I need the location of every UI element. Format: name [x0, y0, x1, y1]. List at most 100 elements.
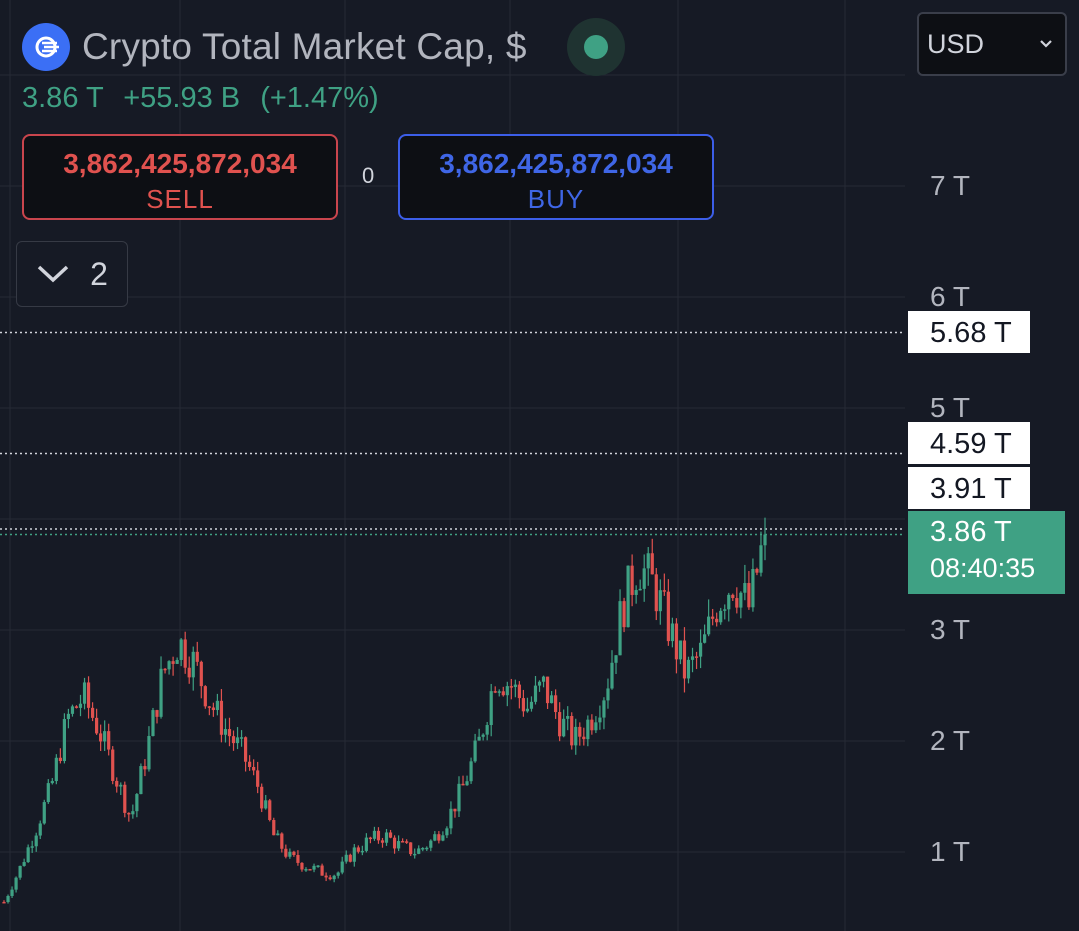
candle-body: [409, 842, 413, 855]
candle-body: [103, 731, 107, 742]
candle-body: [566, 716, 570, 719]
candle-body: [453, 808, 457, 812]
candle-body: [62, 719, 66, 762]
candle-body: [272, 820, 276, 836]
candle-body: [392, 837, 397, 849]
candle-body: [654, 574, 658, 612]
candle-body: [227, 729, 232, 737]
chevron-down-icon: [1040, 40, 1052, 48]
candle-body: [602, 700, 606, 718]
candle-body: [292, 851, 296, 855]
candle-body: [223, 729, 228, 735]
candle-body: [50, 781, 54, 784]
candle-body: [485, 725, 489, 735]
candle-body: [82, 682, 87, 704]
y-tick-label: 7 T: [930, 170, 970, 201]
candle-body: [328, 877, 332, 880]
candle-body: [731, 594, 735, 599]
candle-body: [384, 832, 389, 843]
candle-body: [139, 766, 143, 795]
candle-body: [590, 719, 594, 731]
candle-body: [558, 712, 562, 737]
candle-body: [207, 706, 211, 708]
chevron-down-icon: [37, 265, 69, 283]
candle-body: [493, 691, 497, 693]
candle-body: [469, 761, 473, 782]
candle-body: [622, 601, 626, 628]
candle-body: [582, 736, 586, 740]
candle-body: [54, 757, 58, 782]
candle-body: [570, 716, 574, 746]
candle-body: [119, 784, 123, 787]
candle-body: [682, 640, 687, 679]
buy-price: 3,862,425,872,034: [439, 148, 673, 179]
candle-body: [674, 623, 679, 660]
candle-body: [248, 761, 252, 767]
candle-body: [614, 655, 618, 663]
candle-body: [344, 854, 348, 862]
candle-body: [465, 781, 469, 786]
y-tick-label: 3 T: [930, 614, 970, 645]
candle-body: [167, 661, 171, 670]
quote-line: 3.86 T +55.93 B (+1.47%): [22, 82, 379, 115]
candle-body: [537, 681, 542, 686]
candle-body: [646, 553, 650, 569]
change-value: +55.93 B: [123, 82, 241, 114]
candle-body: [14, 877, 18, 890]
candle-body: [578, 726, 582, 737]
candle-body: [316, 865, 320, 868]
candle-body: [368, 837, 373, 840]
candle-body: [388, 832, 393, 838]
candle-body: [449, 808, 453, 829]
last-price-label: 3.86 T 08:40:35: [908, 511, 1065, 594]
candle-body: [111, 749, 115, 781]
candle-body: [195, 651, 199, 662]
candle-body: [372, 830, 377, 839]
candle-body: [505, 686, 509, 696]
chart-header: Crypto Total Market Cap, $: [22, 18, 625, 76]
candle-body: [618, 601, 622, 656]
price-line-label[interactable]: 3.91 T: [908, 467, 1030, 509]
buy-button[interactable]: 3,862,425,872,034 BUY: [398, 134, 714, 220]
candle-body: [280, 833, 284, 849]
y-tick-label: 2 T: [930, 725, 970, 756]
candle-body: [296, 854, 300, 863]
candle-body: [300, 862, 304, 870]
candle-body: [413, 853, 417, 856]
candle-body: [376, 830, 381, 841]
candle-body: [127, 812, 131, 815]
candle-body: [642, 568, 646, 589]
candle-body: [284, 848, 288, 857]
currency-select[interactable]: USD: [917, 12, 1067, 76]
candle-body: [719, 610, 723, 623]
candle-body: [70, 706, 75, 714]
candle-body: [541, 676, 546, 682]
candle-body: [352, 847, 356, 862]
y-tick-label: 5 T: [930, 392, 970, 423]
candle-body: [175, 659, 179, 664]
buy-label: BUY: [527, 184, 585, 214]
candle-body: [666, 591, 670, 642]
indicators-toggle-button[interactable]: 2: [16, 241, 128, 307]
price-line-label[interactable]: 4.59 T: [908, 422, 1030, 464]
candle-body: [658, 590, 662, 612]
candle-body: [380, 840, 385, 843]
candle-body: [171, 661, 175, 664]
price-line-label[interactable]: 5.68 T: [908, 311, 1030, 353]
candle-body: [147, 736, 151, 770]
candle-body: [78, 703, 83, 708]
candle-body: [159, 668, 163, 717]
candle-body: [179, 639, 183, 660]
candle-body: [533, 685, 538, 702]
candle-body: [586, 719, 590, 740]
candle-body: [260, 786, 264, 809]
candle-body: [401, 841, 405, 843]
market-status-button[interactable]: [566, 18, 625, 76]
spread-value: 0: [362, 163, 375, 188]
candle-body: [477, 736, 481, 741]
candle-body: [66, 713, 71, 720]
candle-body: [308, 869, 312, 871]
sell-button[interactable]: 3,862,425,872,034 SELL: [22, 134, 338, 220]
price-lines: [0, 331, 905, 536]
sell-label: SELL: [146, 184, 214, 214]
